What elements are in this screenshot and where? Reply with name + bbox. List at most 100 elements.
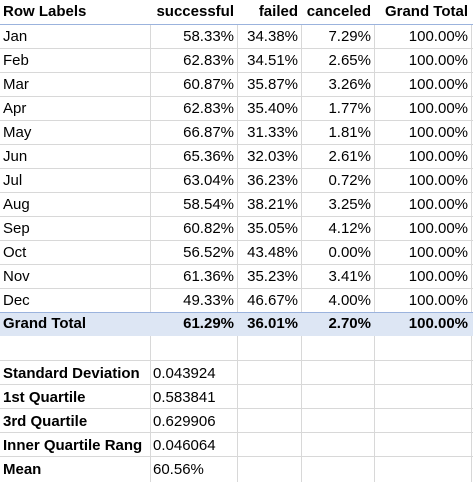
month-cell[interactable]: May	[3, 124, 32, 141]
grand-total-row: Grand Total 61.29% 36.01% 2.70% 100.00%	[0, 312, 473, 336]
grand-total-cell[interactable]: 100.00%	[408, 244, 468, 261]
grand-total-cell[interactable]: 100.00%	[408, 76, 468, 93]
canceled-cell[interactable]: 4.00%	[328, 292, 371, 309]
table-row: Apr 62.83% 35.40% 1.77% 100.00%	[0, 97, 473, 121]
total-top-border	[0, 312, 473, 313]
canceled-cell[interactable]: 3.26%	[328, 76, 371, 93]
table-row: Sep 60.82% 35.05% 4.12% 100.00%	[0, 217, 473, 241]
failed-cell[interactable]: 36.23%	[247, 172, 298, 189]
canceled-cell[interactable]: 3.25%	[328, 196, 371, 213]
month-cell[interactable]: Oct	[3, 244, 27, 261]
successful-cell[interactable]: 58.54%	[183, 196, 234, 213]
failed-cell[interactable]: 32.03%	[247, 148, 298, 165]
mean-row: Mean 60.56%	[0, 458, 473, 482]
successful-cell[interactable]: 56.52%	[183, 244, 234, 261]
grand-total-cell[interactable]: 100.00%	[408, 28, 468, 45]
stat-value[interactable]: 60.56%	[153, 461, 204, 478]
month-cell[interactable]: Aug	[3, 196, 30, 213]
grand-total-cell[interactable]: 100.00%	[408, 148, 468, 165]
month-cell[interactable]: Feb	[3, 52, 29, 69]
successful-cell[interactable]: 66.87%	[183, 124, 234, 141]
month-cell[interactable]: Jan	[3, 28, 28, 45]
failed-cell[interactable]: 34.51%	[247, 52, 298, 69]
grand-total-cell[interactable]: 100.00%	[408, 196, 468, 213]
month-cell[interactable]: Jun	[3, 148, 28, 165]
stat-value[interactable]: 0.046064	[153, 437, 216, 454]
successful-cell[interactable]: 62.83%	[183, 100, 234, 117]
grand-total-label[interactable]: Grand Total	[3, 315, 87, 332]
column-gridline	[374, 25, 375, 482]
table-row: Aug 58.54% 38.21% 3.25% 100.00%	[0, 193, 473, 217]
inner-quartile-range-row: Inner Quartile Rang 0.046064	[0, 434, 473, 458]
header-grand-total[interactable]: Grand Total	[384, 3, 468, 20]
failed-cell[interactable]: 35.87%	[247, 76, 298, 93]
canceled-cell[interactable]: 2.65%	[328, 52, 371, 69]
header-canceled[interactable]: canceled	[306, 3, 371, 20]
successful-cell[interactable]: 61.29%	[183, 315, 234, 332]
month-cell[interactable]: Jul	[3, 172, 23, 189]
header-failed[interactable]: failed	[258, 3, 298, 20]
month-cell[interactable]: Sep	[3, 220, 30, 237]
canceled-cell[interactable]: 2.70%	[328, 315, 371, 332]
grand-total-cell[interactable]: 100.00%	[408, 124, 468, 141]
successful-cell[interactable]: 60.87%	[183, 76, 234, 93]
canceled-cell[interactable]: 3.41%	[328, 268, 371, 285]
failed-cell[interactable]: 43.48%	[247, 244, 298, 261]
failed-cell[interactable]: 35.05%	[247, 220, 298, 237]
successful-cell[interactable]: 58.33%	[183, 28, 234, 45]
month-cell[interactable]: Mar	[3, 76, 29, 93]
failed-cell[interactable]: 31.33%	[247, 124, 298, 141]
header-divider	[0, 24, 473, 25]
row-gridline	[0, 144, 473, 145]
row-gridline	[0, 384, 473, 385]
stat-label[interactable]: Mean	[3, 461, 42, 478]
canceled-cell[interactable]: 7.29%	[328, 28, 371, 45]
stat-label[interactable]: 1st Quartile	[3, 389, 86, 406]
grand-total-cell[interactable]: 100.00%	[408, 52, 468, 69]
table-row: Jan 58.33% 34.38% 7.29% 100.00%	[0, 25, 473, 49]
grand-total-cell[interactable]: 100.00%	[408, 268, 468, 285]
column-gridline	[150, 25, 151, 482]
failed-cell[interactable]: 38.21%	[247, 196, 298, 213]
stat-label[interactable]: Inner Quartile Rang	[3, 437, 143, 454]
row-gridline	[0, 72, 473, 73]
table-row: Oct 56.52% 43.48% 0.00% 100.00%	[0, 241, 473, 265]
header-successful[interactable]: successful	[156, 3, 234, 20]
stat-label[interactable]: Standard Deviation	[3, 365, 140, 382]
canceled-cell[interactable]: 2.61%	[328, 148, 371, 165]
successful-cell[interactable]: 63.04%	[183, 172, 234, 189]
stat-value[interactable]: 0.629906	[153, 413, 216, 430]
canceled-cell[interactable]: 4.12%	[328, 220, 371, 237]
successful-cell[interactable]: 61.36%	[183, 268, 234, 285]
month-cell[interactable]: Apr	[3, 100, 27, 117]
grand-total-cell[interactable]: 100.00%	[408, 292, 468, 309]
header-row-labels[interactable]: Row Labels	[3, 3, 87, 20]
column-gridline	[237, 25, 238, 482]
month-cell[interactable]: Dec	[3, 292, 30, 309]
grand-total-cell[interactable]: 100.00%	[408, 315, 468, 332]
grand-total-cell[interactable]: 100.00%	[408, 220, 468, 237]
failed-cell[interactable]: 34.38%	[247, 28, 298, 45]
canceled-cell[interactable]: 0.72%	[328, 172, 371, 189]
canceled-cell[interactable]: 1.81%	[328, 124, 371, 141]
canceled-cell[interactable]: 0.00%	[328, 244, 371, 261]
stat-label[interactable]: 3rd Quartile	[3, 413, 88, 430]
stat-value[interactable]: 0.583841	[153, 389, 216, 406]
successful-cell[interactable]: 62.83%	[183, 52, 234, 69]
failed-cell[interactable]: 35.23%	[247, 268, 298, 285]
grand-total-cell[interactable]: 100.00%	[408, 172, 468, 189]
stat-value[interactable]: 0.043924	[153, 365, 216, 382]
month-cell[interactable]: Nov	[3, 268, 30, 285]
row-gridline	[0, 456, 473, 457]
canceled-cell[interactable]: 1.77%	[328, 100, 371, 117]
failed-cell[interactable]: 46.67%	[247, 292, 298, 309]
grand-total-cell[interactable]: 100.00%	[408, 100, 468, 117]
successful-cell[interactable]: 60.82%	[183, 220, 234, 237]
failed-cell[interactable]: 36.01%	[247, 315, 298, 332]
successful-cell[interactable]: 49.33%	[183, 292, 234, 309]
successful-cell[interactable]: 65.36%	[183, 148, 234, 165]
failed-cell[interactable]: 35.40%	[247, 100, 298, 117]
column-gridline	[301, 25, 302, 482]
table-row: May 66.87% 31.33% 1.81% 100.00%	[0, 121, 473, 145]
row-gridline	[0, 288, 473, 289]
